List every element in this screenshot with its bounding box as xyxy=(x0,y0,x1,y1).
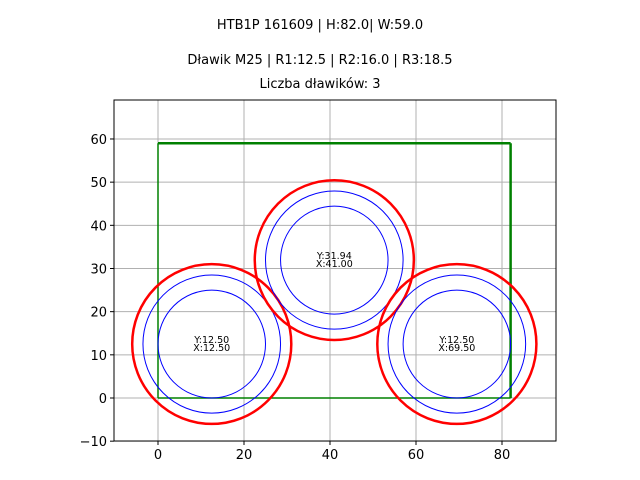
circle-label-x: X:12.50 xyxy=(193,343,230,354)
circle-r2 xyxy=(265,190,404,330)
circle-r1 xyxy=(280,205,389,315)
circle-label-y: Y:12.50 xyxy=(193,335,229,346)
x-tick-label: 60 xyxy=(408,448,425,463)
chart-count: Liczba dławików: 3 xyxy=(259,77,381,92)
circle-r3 xyxy=(130,262,293,426)
x-tick-label: 0 xyxy=(154,448,162,463)
circle-r3 xyxy=(376,262,538,426)
y-tick-label: 30 xyxy=(90,262,107,277)
circle-r2 xyxy=(142,274,282,414)
y-tick-label: 20 xyxy=(90,306,107,321)
circle-label-x: X:69.50 xyxy=(438,343,475,354)
chart-title: HTB1P 161609 | H:82.0| W:59.0 xyxy=(216,18,424,33)
circle-r1 xyxy=(157,289,266,399)
circle-label-x: X:41.00 xyxy=(316,259,353,270)
y-tick-label: 50 xyxy=(90,176,107,191)
chart-subtitle: Dławik M25 | R1:12.5 | R2:16.0 | R3:18.5 xyxy=(187,53,453,68)
y-tick-label: −10 xyxy=(80,435,107,450)
x-tick-label: 40 xyxy=(322,448,339,463)
y-tick-label: 60 xyxy=(90,133,107,148)
y-tick-label: 40 xyxy=(90,219,107,234)
data-layer: Y:12.50X:12.50Y:31.94X:41.00Y:12.50X:69.… xyxy=(130,142,538,426)
circle-r1 xyxy=(402,289,512,399)
x-tick-label: 80 xyxy=(494,448,511,463)
axes-frame xyxy=(113,99,557,442)
x-tick-label: 20 xyxy=(236,448,253,463)
circle-r3 xyxy=(253,179,416,342)
y-tick-label: 0 xyxy=(99,392,107,407)
circle-label-y: Y:12.50 xyxy=(438,335,474,346)
y-tick-label: 10 xyxy=(90,349,107,364)
circle-r2 xyxy=(387,274,527,414)
circle-label-y: Y:31.94 xyxy=(316,251,352,262)
